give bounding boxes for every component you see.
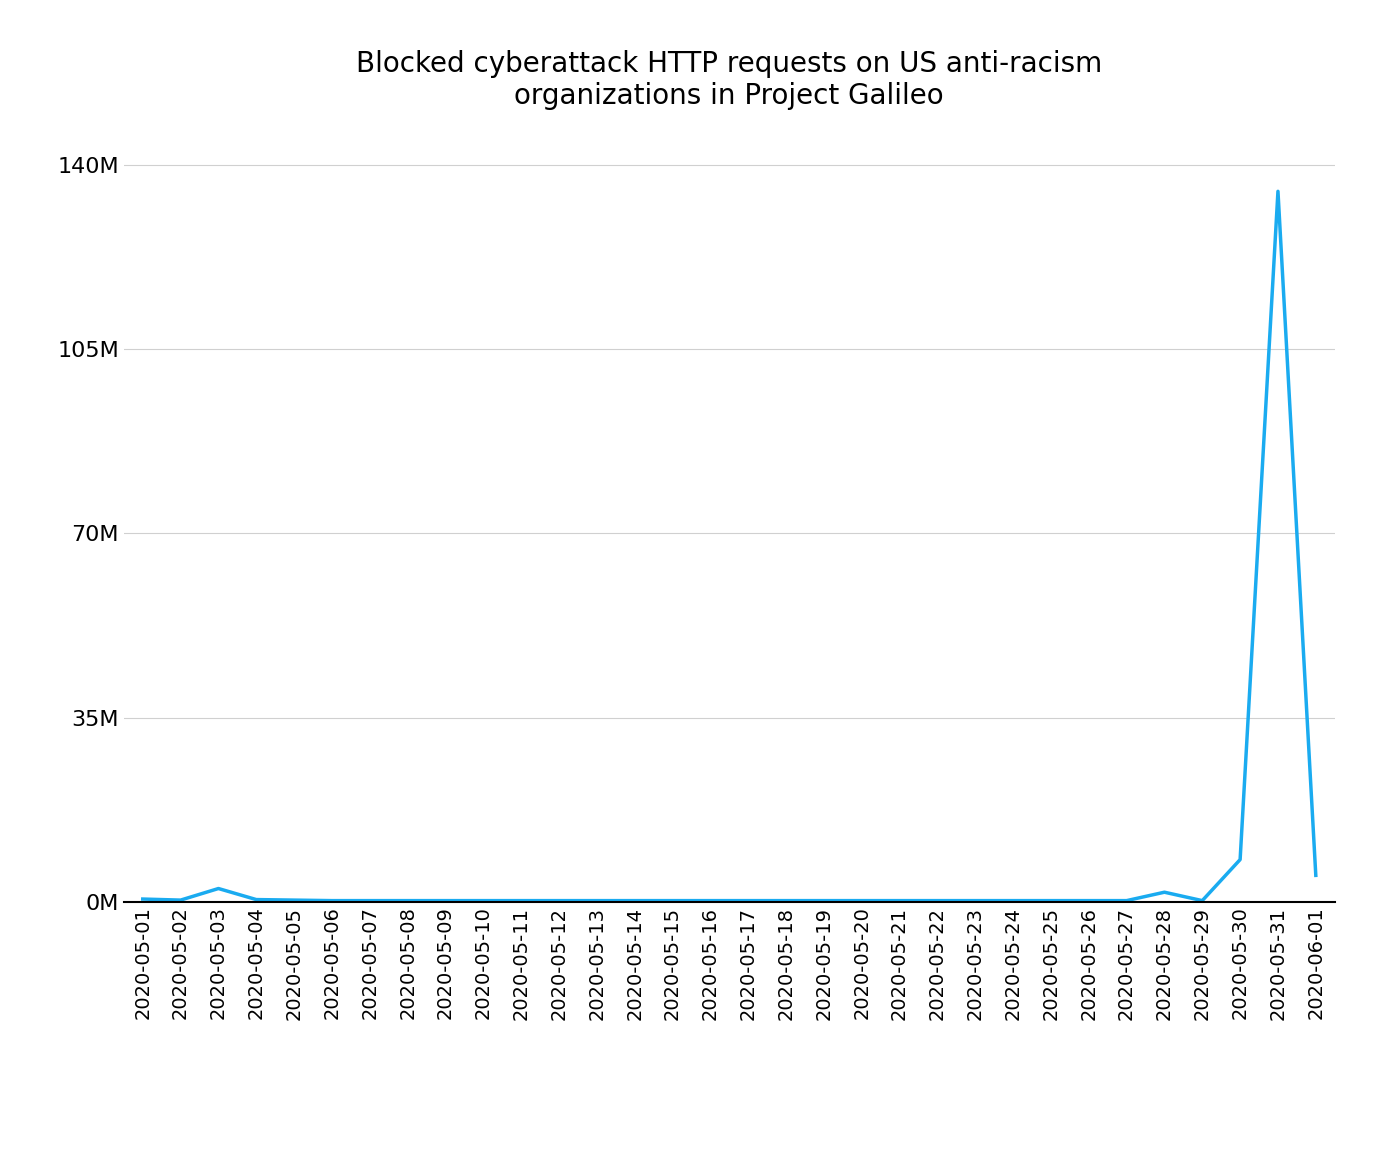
Title: Blocked cyberattack HTTP requests on US anti-racism
organizations in Project Gal: Blocked cyberattack HTTP requests on US … <box>356 50 1102 110</box>
